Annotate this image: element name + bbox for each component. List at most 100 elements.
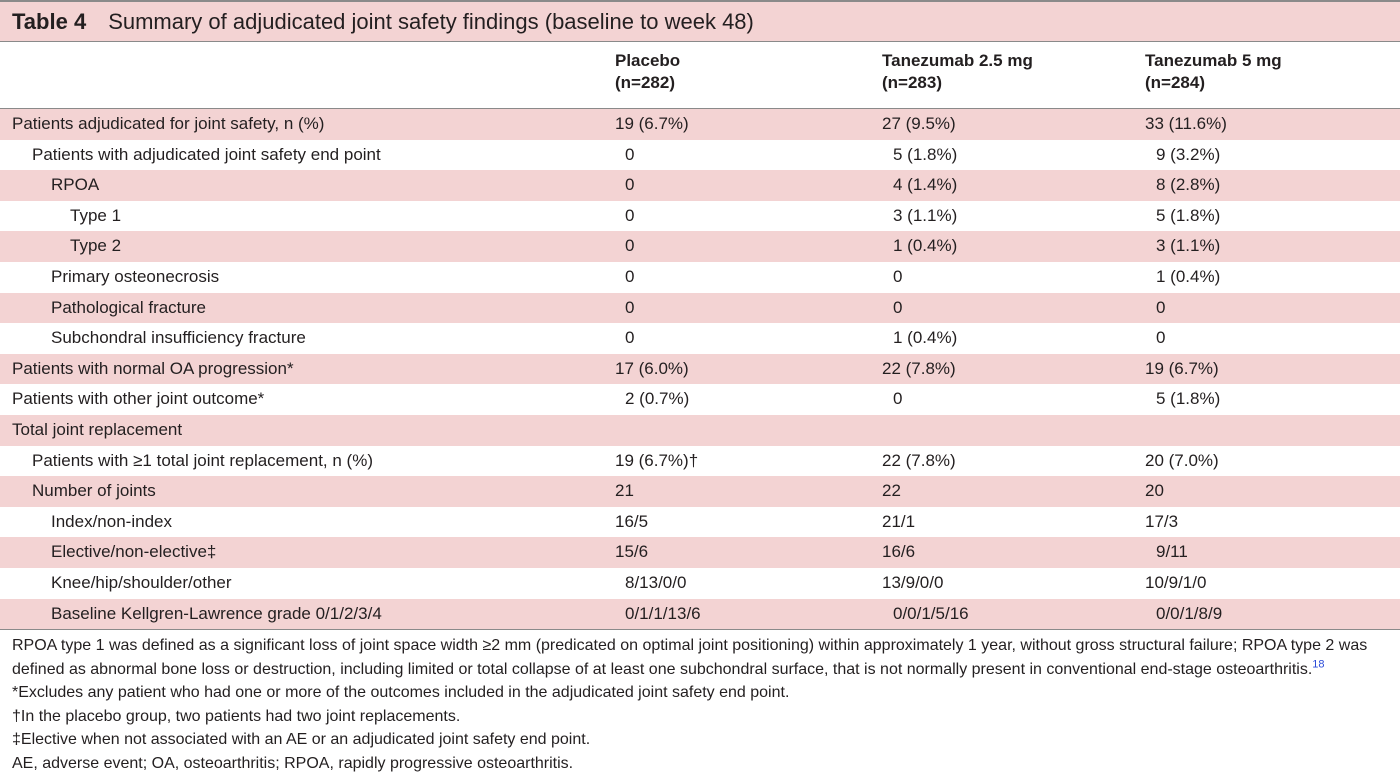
table-row: Baseline Kellgren-Lawrence grade 0/1/2/3… xyxy=(0,598,1400,630)
table-row: Number of joints 21 22 20 xyxy=(0,476,1400,507)
cell-placebo: 0 xyxy=(625,266,635,286)
cell-tanezumab-2-5: 4 (1.4%) xyxy=(893,175,958,195)
table-row: Index/non-index 16/5 21/1 17/3 xyxy=(0,507,1400,538)
row-label: Type 2 xyxy=(70,236,122,256)
column-name: Placebo xyxy=(615,51,681,70)
row-label: Elective/non-elective‡ xyxy=(51,542,217,562)
cell-placebo: 2 (0.7%) xyxy=(625,389,690,409)
cell-tanezumab-5: 33 (11.6%) xyxy=(1145,114,1227,133)
column-header-placebo: Placebo (n=282) xyxy=(615,50,680,94)
row-label: Patients with other joint outcome* xyxy=(12,389,265,409)
table-row: Patients with adjudicated joint safety e… xyxy=(0,140,1400,171)
table-row: RPOA 0 4 (1.4%) 8 (2.8%) xyxy=(0,170,1400,201)
cell-placebo: 0 xyxy=(625,297,635,317)
row-label: Total joint replacement xyxy=(12,419,183,439)
table-title: Summary of adjudicated joint safety find… xyxy=(108,8,754,34)
table-row: Knee/hip/shoulder/other 8/13/0/0 13/9/0/… xyxy=(0,568,1400,599)
cell-tanezumab-2-5: 0 xyxy=(893,297,903,317)
table-row: Elective/non-elective‡ 15/6 16/6 9/11 xyxy=(0,537,1400,568)
row-label: Baseline Kellgren-Lawrence grade 0/1/2/3… xyxy=(51,603,382,623)
cell-placebo: 8/13/0/0 xyxy=(625,572,687,592)
cell-tanezumab-5: 0 xyxy=(1156,328,1166,348)
cell-tanezumab-2-5: 21/1 xyxy=(882,511,916,531)
column-header-tanezumab-2-5: Tanezumab 2.5 mg (n=283) xyxy=(882,50,1033,94)
row-label: Patients with normal OA progression* xyxy=(12,358,294,378)
cell-tanezumab-2-5: 0 xyxy=(893,266,903,286)
footnote-dagger: †In the placebo group, two patients had … xyxy=(12,707,461,725)
cell-placebo: 17 (6.0%) xyxy=(615,358,689,378)
footnote-text: RPOA type 1 was defined as a significant… xyxy=(12,637,1368,678)
cell-placebo: 0 xyxy=(625,144,635,164)
table-title-bar: Table 4 Summary of adjudicated joint saf… xyxy=(0,0,1400,42)
table-bottom-rule xyxy=(0,629,1400,631)
table-row: Patients with ≥1 total joint replacement… xyxy=(0,446,1400,477)
column-n: (n=284) xyxy=(1145,73,1205,92)
row-label: Type 1 xyxy=(70,205,122,225)
table-row: Type 2 0 1 (0.4%) 3 (1.1%) xyxy=(0,231,1400,262)
row-label: Subchondral insufficiency fracture xyxy=(51,328,306,348)
cell-tanezumab-2-5: 16/6 xyxy=(882,542,916,562)
table-row: Patients adjudicated for joint safety, n… xyxy=(0,109,1400,140)
cell-placebo: 0 xyxy=(625,236,635,256)
cell-placebo: 15/6 xyxy=(615,542,649,562)
row-label: Patients with ≥1 total joint replacement… xyxy=(32,450,373,470)
column-header-tanezumab-5: Tanezumab 5 mg (n=284) xyxy=(1145,50,1282,94)
cell-placebo: 19 (6.7%) xyxy=(615,114,689,133)
row-label: Number of joints xyxy=(32,481,156,501)
cell-tanezumab-5: 1 (0.4%) xyxy=(1156,266,1221,286)
cell-placebo: 19 (6.7%)† xyxy=(615,450,699,470)
footnote-rpoa-definition: RPOA type 1 was defined as a significant… xyxy=(12,634,1388,681)
cell-tanezumab-5: 0 xyxy=(1156,297,1166,317)
cell-tanezumab-5: 0/0/1/8/9 xyxy=(1156,603,1223,623)
footnote-abbreviations: AE, adverse event; OA, osteoarthritis; R… xyxy=(12,754,574,772)
table-footnotes: RPOA type 1 was defined as a significant… xyxy=(0,630,1400,775)
row-label: Knee/hip/shoulder/other xyxy=(51,572,232,592)
cell-placebo: 0 xyxy=(625,328,635,348)
table-row: Subchondral insufficiency fracture 0 1 (… xyxy=(0,323,1400,354)
cell-tanezumab-2-5: 22 (7.8%) xyxy=(882,358,956,378)
table-row: Patients with normal OA progression* 17 … xyxy=(0,353,1400,385)
cell-tanezumab-2-5: 1 (0.4%) xyxy=(893,328,958,348)
cell-placebo: 21 xyxy=(615,481,634,501)
column-name: Tanezumab 2.5 mg xyxy=(882,51,1033,70)
reference-link[interactable]: 18 xyxy=(1312,658,1325,671)
table-body: Patients adjudicated for joint safety, n… xyxy=(0,109,1400,630)
cell-tanezumab-2-5: 1 (0.4%) xyxy=(893,236,958,256)
row-label: RPOA xyxy=(51,175,100,195)
cell-placebo: 0/1/1/13/6 xyxy=(625,603,701,623)
cell-placebo: 0 xyxy=(625,175,635,195)
table-row: Pathological fracture 0 0 0 xyxy=(0,292,1400,324)
cell-tanezumab-5: 5 (1.8%) xyxy=(1156,205,1221,225)
table-row: Total joint replacement xyxy=(0,414,1400,446)
column-n: (n=282) xyxy=(615,73,675,92)
table-label: Table 4 xyxy=(12,8,87,34)
footnote-star: *Excludes any patient who had one or mor… xyxy=(12,684,790,702)
cell-tanezumab-2-5: 0 xyxy=(893,389,903,409)
cell-tanezumab-5: 3 (1.1%) xyxy=(1156,236,1221,256)
cell-tanezumab-2-5: 5 (1.8%) xyxy=(893,144,958,164)
row-label: Primary osteonecrosis xyxy=(51,266,220,286)
cell-tanezumab-5: 19 (6.7%) xyxy=(1145,358,1219,378)
cell-tanezumab-5: 20 xyxy=(1145,481,1164,501)
cell-tanezumab-2-5: 22 (7.8%) xyxy=(882,450,956,470)
table-row: Type 1 0 3 (1.1%) 5 (1.8%) xyxy=(0,201,1400,232)
cell-tanezumab-5: 5 (1.8%) xyxy=(1156,389,1221,409)
row-label: Patients adjudicated for joint safety, n… xyxy=(12,114,325,133)
cell-tanezumab-5: 10/9/1/0 xyxy=(1145,572,1207,592)
row-label: Patients with adjudicated joint safety e… xyxy=(32,144,381,164)
cell-tanezumab-2-5: 13/9/0/0 xyxy=(882,572,944,592)
footnote-double-dagger: ‡Elective when not associated with an AE… xyxy=(12,731,591,749)
cell-tanezumab-5: 20 (7.0%) xyxy=(1145,450,1219,470)
cell-tanezumab-2-5: 3 (1.1%) xyxy=(893,205,958,225)
column-n: (n=283) xyxy=(882,73,942,92)
cell-tanezumab-5: 8 (2.8%) xyxy=(1156,175,1221,195)
row-label: Index/non-index xyxy=(51,511,172,531)
column-header-row: Placebo (n=282) Tanezumab 2.5 mg (n=283)… xyxy=(0,42,1400,109)
cell-tanezumab-5: 9/11 xyxy=(1156,542,1188,562)
cell-tanezumab-2-5: 27 (9.5%) xyxy=(882,114,956,133)
table-row: Patients with other joint outcome* 2 (0.… xyxy=(0,384,1400,415)
cell-tanezumab-2-5: 22 xyxy=(882,481,901,501)
cell-placebo: 16/5 xyxy=(615,511,649,531)
cell-tanezumab-2-5: 0/0/1/5/16 xyxy=(893,603,969,623)
